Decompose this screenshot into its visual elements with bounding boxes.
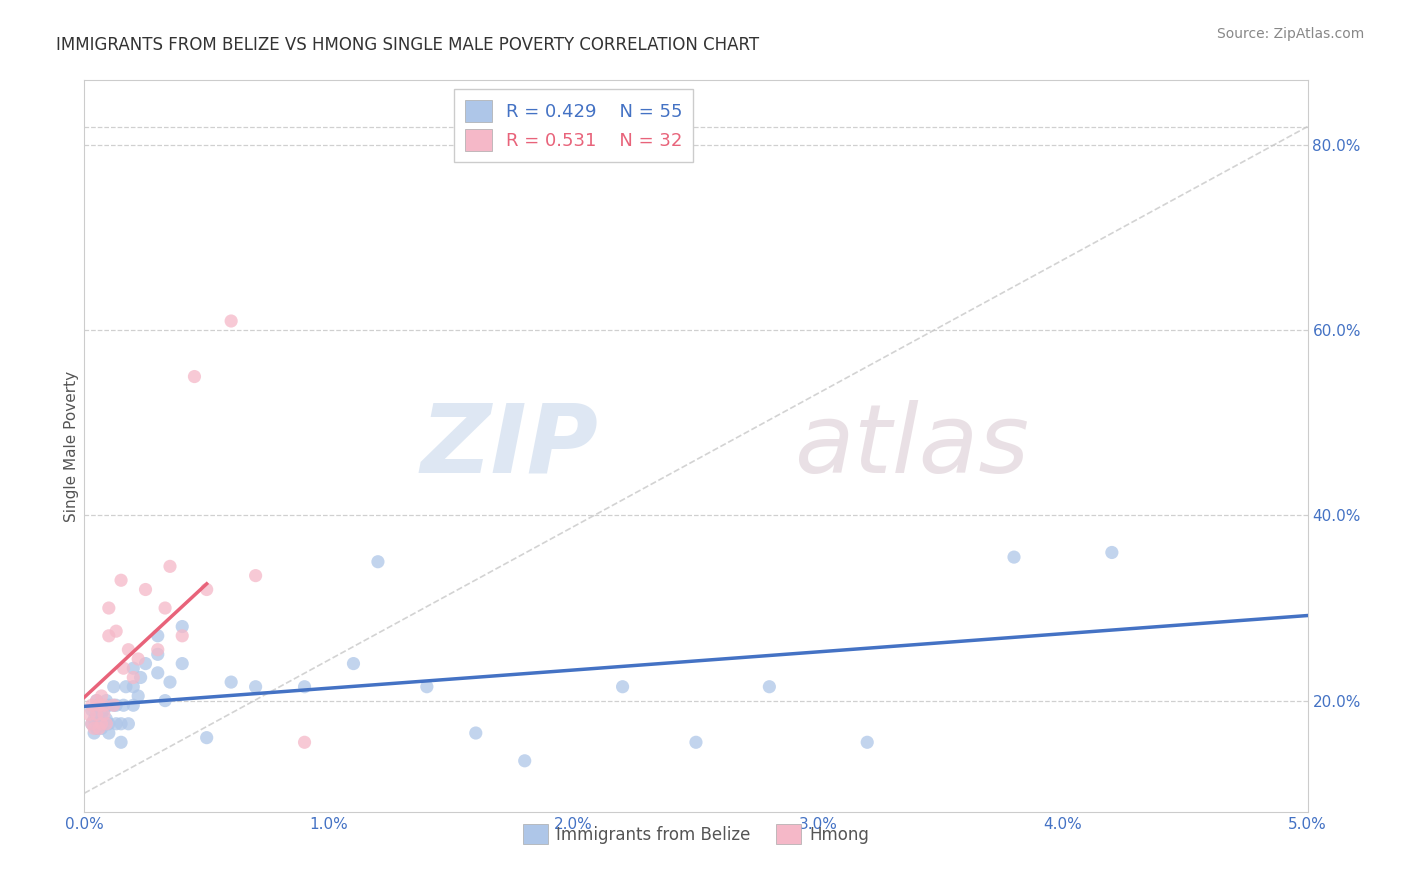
Point bbox=[342, 657, 364, 671]
Point bbox=[367, 555, 389, 569]
Point bbox=[115, 680, 138, 694]
Point bbox=[146, 629, 169, 643]
Point bbox=[96, 693, 118, 707]
Point bbox=[93, 698, 115, 713]
Text: ZIP: ZIP bbox=[420, 400, 598, 492]
Point bbox=[97, 726, 120, 740]
Point bbox=[159, 675, 181, 690]
Point bbox=[856, 735, 879, 749]
Point bbox=[86, 707, 108, 722]
Point bbox=[464, 726, 486, 740]
Point bbox=[245, 568, 267, 582]
Point bbox=[86, 707, 108, 722]
Point bbox=[80, 716, 103, 731]
Point bbox=[146, 648, 169, 662]
Point bbox=[110, 574, 132, 588]
Point bbox=[83, 726, 105, 740]
Point bbox=[110, 716, 132, 731]
Point bbox=[245, 680, 267, 694]
Point bbox=[416, 680, 439, 694]
Point bbox=[1101, 545, 1123, 559]
Point bbox=[127, 652, 149, 666]
Point bbox=[122, 661, 145, 675]
Point bbox=[146, 665, 169, 680]
Point bbox=[90, 707, 112, 722]
Point bbox=[103, 680, 125, 694]
Point bbox=[127, 689, 149, 703]
Point bbox=[103, 698, 125, 713]
Point bbox=[93, 707, 115, 722]
Point bbox=[83, 722, 105, 736]
Point bbox=[153, 601, 176, 615]
Point bbox=[80, 716, 103, 731]
Point bbox=[294, 680, 316, 694]
Point bbox=[93, 716, 115, 731]
Point bbox=[129, 670, 152, 684]
Legend: Immigrants from Belize, Hmong: Immigrants from Belize, Hmong bbox=[516, 817, 876, 851]
Point bbox=[87, 698, 110, 713]
Point bbox=[195, 731, 218, 745]
Point bbox=[87, 698, 110, 713]
Point bbox=[93, 703, 115, 717]
Point bbox=[83, 712, 105, 726]
Text: Source: ZipAtlas.com: Source: ZipAtlas.com bbox=[1216, 27, 1364, 41]
Point bbox=[122, 680, 145, 694]
Point bbox=[87, 716, 110, 731]
Point bbox=[86, 693, 108, 707]
Point bbox=[153, 693, 176, 707]
Point bbox=[513, 754, 536, 768]
Point bbox=[172, 657, 194, 671]
Point bbox=[612, 680, 634, 694]
Point bbox=[219, 314, 242, 328]
Point bbox=[90, 722, 112, 736]
Point bbox=[685, 735, 707, 749]
Point bbox=[105, 698, 128, 713]
Point bbox=[219, 675, 242, 690]
Point bbox=[97, 601, 120, 615]
Point bbox=[117, 716, 139, 731]
Text: IMMIGRANTS FROM BELIZE VS HMONG SINGLE MALE POVERTY CORRELATION CHART: IMMIGRANTS FROM BELIZE VS HMONG SINGLE M… bbox=[56, 36, 759, 54]
Point bbox=[90, 689, 112, 703]
Point bbox=[146, 642, 169, 657]
Point bbox=[105, 716, 128, 731]
Point bbox=[105, 624, 128, 639]
Point bbox=[96, 712, 118, 726]
Point bbox=[80, 698, 103, 713]
Point bbox=[77, 707, 100, 722]
Point bbox=[135, 657, 157, 671]
Point bbox=[86, 722, 108, 736]
Point bbox=[110, 735, 132, 749]
Point bbox=[159, 559, 181, 574]
Point bbox=[1002, 550, 1025, 565]
Point bbox=[97, 629, 120, 643]
Point bbox=[135, 582, 157, 597]
Point bbox=[96, 716, 118, 731]
Point bbox=[86, 693, 108, 707]
Point bbox=[195, 582, 218, 597]
Point bbox=[758, 680, 780, 694]
Point bbox=[112, 698, 135, 713]
Point bbox=[294, 735, 316, 749]
Point bbox=[122, 670, 145, 684]
Point bbox=[172, 619, 194, 633]
Point bbox=[117, 642, 139, 657]
Point bbox=[122, 698, 145, 713]
Point bbox=[112, 661, 135, 675]
Point bbox=[97, 698, 120, 713]
Point bbox=[97, 716, 120, 731]
Y-axis label: Single Male Poverty: Single Male Poverty bbox=[63, 370, 79, 522]
Point bbox=[183, 369, 205, 384]
Point bbox=[172, 629, 194, 643]
Point bbox=[87, 722, 110, 736]
Point bbox=[90, 716, 112, 731]
Point bbox=[80, 703, 103, 717]
Text: atlas: atlas bbox=[794, 400, 1029, 492]
Point bbox=[103, 698, 125, 713]
